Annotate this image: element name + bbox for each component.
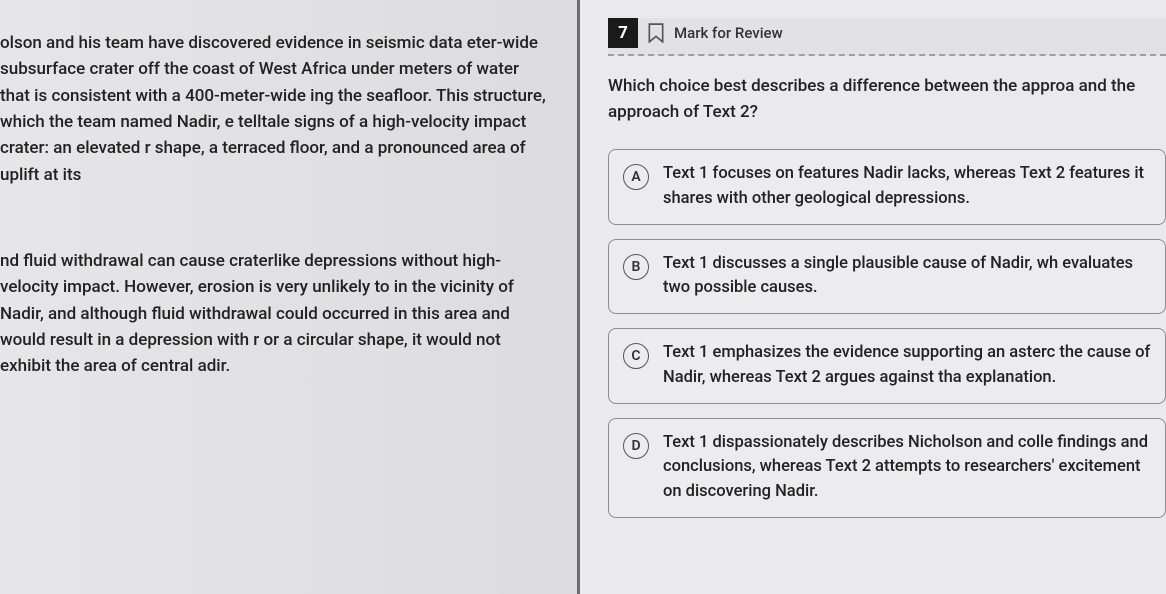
- choice-letter-a: A: [623, 164, 649, 190]
- answer-choice-b[interactable]: B Text 1 discusses a single plausible ca…: [608, 239, 1166, 315]
- mark-for-review-label[interactable]: Mark for Review: [674, 24, 783, 42]
- choice-text-d: Text 1 dispassionately describes Nichols…: [663, 431, 1151, 505]
- answer-choice-c[interactable]: C Text 1 emphasizes the evidence support…: [608, 328, 1166, 404]
- passage-paragraph-2: nd fluid withdrawal can cause craterlike…: [0, 248, 549, 380]
- passage-text: olson and his team have discovered evide…: [0, 30, 549, 380]
- choice-letter-c: C: [623, 343, 649, 369]
- answer-choice-d[interactable]: D Text 1 dispassionately describes Nicho…: [608, 418, 1166, 518]
- choice-text-c: Text 1 emphasizes the evidence supportin…: [663, 341, 1151, 391]
- choice-text-b: Text 1 discusses a single plausible caus…: [663, 252, 1151, 302]
- passage-pane: olson and his team have discovered evide…: [0, 0, 580, 594]
- passage-paragraph-1: olson and his team have discovered evide…: [0, 30, 549, 188]
- answer-choice-a[interactable]: A Text 1 focuses on features Nadir lacks…: [608, 149, 1166, 225]
- question-number-badge: 7: [608, 18, 638, 48]
- bookmark-icon[interactable]: [648, 23, 664, 43]
- choice-text-a: Text 1 focuses on features Nadir lacks, …: [663, 162, 1151, 212]
- choice-letter-d: D: [623, 433, 649, 459]
- question-pane: 7 Mark for Review Which choice best desc…: [580, 0, 1166, 594]
- question-header: 7 Mark for Review: [608, 18, 1166, 56]
- choice-letter-b: B: [623, 254, 649, 280]
- question-stem: Which choice best describes a difference…: [608, 74, 1166, 125]
